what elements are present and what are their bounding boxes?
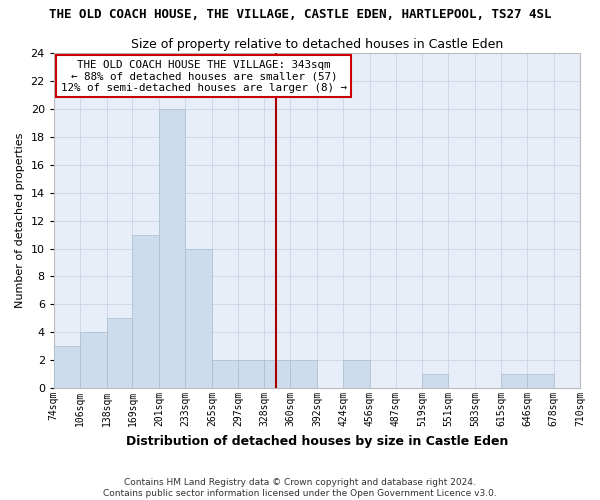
Bar xyxy=(185,248,212,388)
Y-axis label: Number of detached properties: Number of detached properties xyxy=(15,133,25,308)
X-axis label: Distribution of detached houses by size in Castle Eden: Distribution of detached houses by size … xyxy=(126,434,508,448)
Bar xyxy=(159,109,185,388)
Bar xyxy=(80,332,107,388)
Bar xyxy=(527,374,554,388)
Bar xyxy=(264,360,290,388)
Bar xyxy=(238,360,264,388)
Title: Size of property relative to detached houses in Castle Eden: Size of property relative to detached ho… xyxy=(131,38,503,51)
Text: Contains HM Land Registry data © Crown copyright and database right 2024.
Contai: Contains HM Land Registry data © Crown c… xyxy=(103,478,497,498)
Text: THE OLD COACH HOUSE THE VILLAGE: 343sqm
← 88% of detached houses are smaller (57: THE OLD COACH HOUSE THE VILLAGE: 343sqm … xyxy=(61,60,347,93)
Bar xyxy=(54,346,80,388)
Bar xyxy=(133,234,159,388)
Bar xyxy=(107,318,133,388)
Bar xyxy=(290,360,317,388)
Bar xyxy=(502,374,527,388)
Text: THE OLD COACH HOUSE, THE VILLAGE, CASTLE EDEN, HARTLEPOOL, TS27 4SL: THE OLD COACH HOUSE, THE VILLAGE, CASTLE… xyxy=(49,8,551,20)
Bar xyxy=(422,374,448,388)
Bar xyxy=(212,360,238,388)
Bar xyxy=(343,360,370,388)
